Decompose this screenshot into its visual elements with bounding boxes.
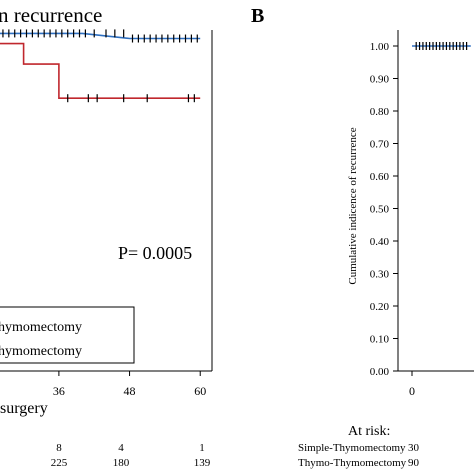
panel-a-x-axis-title: surgery (0, 400, 48, 417)
panel-b-series-group (412, 42, 471, 50)
panel-a-series-group (0, 29, 201, 103)
panel-b-label: B (251, 5, 264, 27)
panel-b-y-tick-label: 0.10 (370, 334, 390, 346)
panel-a-x-ticks: 36 48 60 (53, 371, 206, 398)
panel-b-y-tick-label: 0.40 (370, 236, 390, 248)
panel-a-x-tick-label: 48 (124, 384, 136, 398)
panel-a-p-value: P= 0.0005 (118, 243, 192, 263)
panel-a-at-risk-r1-c3: 1 (199, 442, 205, 454)
panel-b-y-tick-label: 0.70 (370, 139, 390, 151)
panel-a-at-risk-r1-c2: 4 (118, 442, 124, 454)
panel-b-y-tick-label: 0.80 (370, 106, 390, 118)
panel-a-series-2-line (0, 32, 201, 40)
panel-b-at-risk-heading: At risk: (348, 424, 390, 439)
panel-b-y-tick-label: 0.30 (370, 269, 390, 281)
panel-b-cumulative-incidence: B Cumulative indicence of recurrence 1.0… (251, 5, 474, 469)
panel-b-x-tick-label: 0 (409, 384, 415, 398)
panel-b-at-risk-value-1: 30 (408, 442, 420, 454)
panel-b-at-risk-label-2: Thymo-Thymomectomy (298, 457, 407, 469)
panel-b-at-risk-table: At risk: Simple-Thymomectomy 30 Thymo-Th… (298, 424, 420, 469)
panel-a-recurrence-curve: n recurrence 36 48 60 P= 0.0005 hymomectom… (0, 3, 213, 469)
panel-b-at-risk-value-2: 90 (408, 457, 420, 469)
panel-a-at-risk-r2-c2: 180 (113, 457, 130, 469)
panel-a-at-risk-r2-c1: 225 (51, 457, 68, 469)
panel-b-y-tick-label: 0.00 (370, 366, 390, 378)
panel-a-x-tick-label: 36 (53, 384, 65, 398)
panel-a-legend: hymomectomy hymomectomy (0, 306, 135, 364)
panel-a-at-risk-r2-c3: 139 (194, 457, 211, 469)
panel-b-y-tick-label: 0.60 (370, 171, 390, 183)
panel-b-y-tick-label: 0.20 (370, 301, 390, 313)
panel-a-legend-entry-1: hymomectomy (0, 320, 82, 335)
panel-a-x-tick-label: 60 (194, 384, 206, 398)
panel-a-at-risk-table: 8 4 1 225 180 139 (51, 442, 211, 469)
panel-b-y-tick-label: 0.90 (370, 74, 390, 86)
panel-a-legend-box (0, 306, 135, 364)
panel-a-title: n recurrence (0, 3, 102, 27)
panel-a-x-axis (0, 30, 213, 372)
panel-a-series-1-line (0, 42, 201, 99)
panel-b-y-tick-label: 0.50 (370, 204, 390, 216)
panel-b-at-risk-label-1: Simple-Thymomectomy (298, 442, 406, 454)
panel-b-y-axis-title: Cumulative indicence of recurrence (347, 127, 359, 284)
panel-a-legend-entry-2: hymomectomy (0, 344, 82, 359)
panel-b-y-ticks: 1.00 0.90 0.80 0.70 0.60 0.50 0.40 0.30 0.20 0.10… (370, 41, 398, 378)
panel-b-x-ticks: 0 (409, 371, 415, 398)
panel-b-y-tick-label: 1.00 (370, 41, 390, 53)
panel-a-at-risk-r1-c1: 8 (56, 442, 62, 454)
